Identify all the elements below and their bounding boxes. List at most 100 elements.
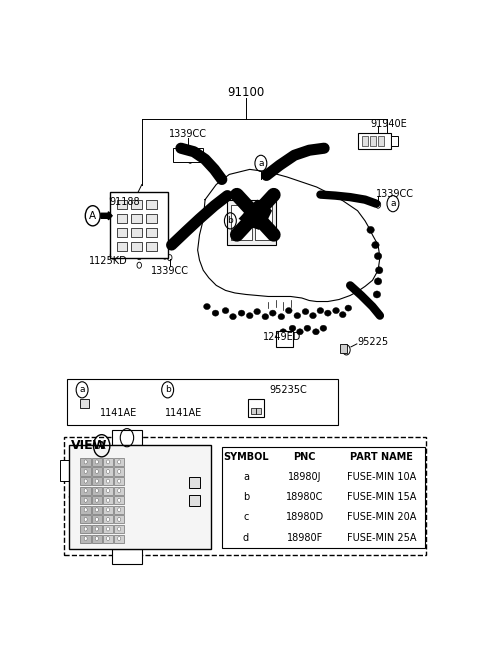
Bar — [114, 477, 124, 485]
Text: c: c — [243, 512, 249, 523]
Bar — [189, 477, 200, 488]
Circle shape — [107, 508, 109, 512]
Text: PART NAME: PART NAME — [350, 452, 413, 462]
Bar — [132, 214, 142, 223]
Text: 18980J: 18980J — [288, 472, 321, 482]
Bar — [117, 214, 127, 223]
Ellipse shape — [246, 312, 253, 319]
Bar — [92, 477, 102, 485]
Circle shape — [84, 536, 87, 540]
Bar — [391, 136, 398, 146]
Text: 1339CC: 1339CC — [375, 189, 413, 198]
Circle shape — [84, 498, 87, 502]
Circle shape — [107, 489, 109, 493]
Circle shape — [96, 508, 98, 512]
Ellipse shape — [238, 310, 245, 316]
Circle shape — [107, 479, 109, 483]
Bar — [103, 496, 113, 504]
Text: FUSE-MIN 25A: FUSE-MIN 25A — [347, 533, 417, 542]
Ellipse shape — [269, 310, 276, 316]
Bar — [67, 379, 338, 425]
Circle shape — [84, 527, 87, 531]
Circle shape — [96, 479, 98, 483]
Text: 95235C: 95235C — [269, 385, 307, 395]
Bar — [114, 525, 124, 533]
Circle shape — [118, 460, 120, 464]
Text: FUSE-MIN 15A: FUSE-MIN 15A — [347, 492, 417, 502]
Ellipse shape — [324, 310, 331, 316]
Bar — [370, 136, 376, 146]
Bar — [114, 458, 124, 466]
Bar — [132, 242, 142, 251]
Circle shape — [107, 527, 109, 531]
Bar — [81, 534, 91, 542]
Bar — [103, 534, 113, 542]
Bar — [92, 534, 102, 542]
Bar — [69, 445, 211, 549]
Text: b: b — [243, 492, 249, 502]
Text: FUSE-MIN 10A: FUSE-MIN 10A — [347, 472, 417, 482]
Text: 1339CC: 1339CC — [169, 128, 207, 139]
Text: 91940E: 91940E — [371, 119, 408, 129]
Bar — [92, 458, 102, 466]
Bar — [222, 447, 424, 548]
Circle shape — [118, 527, 120, 531]
Circle shape — [96, 460, 98, 464]
Bar — [103, 506, 113, 514]
Ellipse shape — [204, 303, 210, 310]
Bar — [81, 468, 91, 476]
Ellipse shape — [372, 242, 379, 248]
Circle shape — [107, 470, 109, 474]
Ellipse shape — [280, 329, 287, 335]
Ellipse shape — [294, 312, 300, 319]
Bar — [92, 525, 102, 533]
Text: 18980F: 18980F — [287, 533, 323, 542]
Ellipse shape — [297, 329, 303, 335]
Circle shape — [118, 517, 120, 521]
Circle shape — [107, 536, 109, 540]
Ellipse shape — [317, 308, 324, 314]
Bar — [81, 525, 91, 533]
Bar — [117, 200, 127, 209]
Bar — [231, 204, 252, 240]
Bar — [146, 228, 156, 237]
Ellipse shape — [212, 310, 219, 316]
Bar — [81, 515, 91, 523]
Bar — [146, 242, 156, 251]
Text: a: a — [79, 385, 85, 394]
Bar — [81, 477, 91, 485]
Ellipse shape — [222, 308, 229, 314]
Text: VIEW: VIEW — [71, 440, 108, 452]
Bar — [358, 133, 391, 149]
Polygon shape — [239, 200, 272, 230]
Ellipse shape — [320, 326, 327, 331]
Bar — [255, 204, 272, 240]
Circle shape — [96, 498, 98, 502]
Ellipse shape — [374, 253, 382, 259]
Circle shape — [96, 470, 98, 474]
Bar — [92, 506, 102, 514]
Bar — [114, 468, 124, 476]
Ellipse shape — [304, 326, 311, 331]
Ellipse shape — [373, 291, 381, 298]
Text: A: A — [89, 211, 96, 221]
Circle shape — [84, 508, 87, 512]
Text: 1141AE: 1141AE — [165, 408, 203, 418]
Text: a: a — [243, 472, 249, 482]
Bar — [103, 525, 113, 533]
Circle shape — [84, 489, 87, 493]
Text: b: b — [228, 216, 233, 225]
Bar — [228, 200, 276, 245]
Text: 18980D: 18980D — [286, 512, 324, 523]
Circle shape — [84, 470, 87, 474]
Circle shape — [96, 536, 98, 540]
Circle shape — [107, 498, 109, 502]
Text: a: a — [390, 199, 396, 208]
Bar — [81, 487, 91, 495]
Circle shape — [96, 517, 98, 521]
Bar — [251, 408, 256, 414]
Ellipse shape — [375, 267, 383, 274]
Circle shape — [96, 527, 98, 531]
Bar — [110, 192, 168, 257]
Bar — [114, 487, 124, 495]
